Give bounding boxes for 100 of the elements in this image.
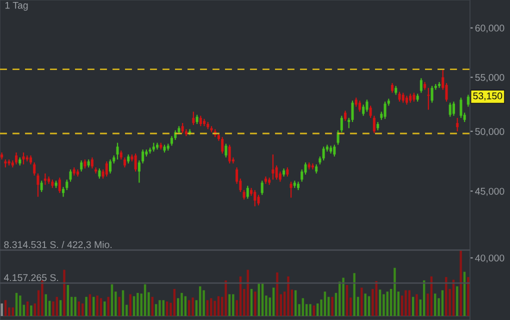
- candlestick: [300, 168, 304, 182]
- candlestick: [260, 180, 264, 196]
- bar: [254, 292, 256, 316]
- candlestick: [84, 158, 86, 170]
- bar: [158, 300, 161, 316]
- bar: [232, 294, 234, 316]
- bar: [30, 305, 32, 316]
- candlestick: [278, 170, 282, 182]
- candlestick: [254, 190, 256, 207]
- candlestick: [452, 101, 455, 116]
- bar: [15, 292, 18, 316]
- candlestick: [398, 91, 401, 102]
- candlestick: [354, 97, 358, 108]
- candlestick: [246, 185, 249, 200]
- candlestick: [358, 100, 361, 112]
- candlestick: [333, 144, 336, 158]
- y-tick-label: 55,000: [475, 74, 504, 82]
- ref-line-label: 4.157.265 S.: [4, 274, 58, 282]
- bar: [294, 290, 297, 316]
- bar: [162, 300, 164, 316]
- candlestick: [199, 115, 202, 127]
- bar: [96, 296, 98, 316]
- y-tick-label: 60,000: [475, 24, 504, 33]
- bar: [100, 298, 102, 316]
- bar: [378, 290, 382, 316]
- bar: [368, 296, 370, 316]
- bar: [188, 300, 190, 316]
- candlestick: [138, 160, 140, 184]
- bar: [210, 298, 212, 316]
- candlestick: [402, 92, 404, 104]
- bar: [434, 294, 436, 316]
- bar: [250, 288, 253, 316]
- candlestick: [221, 136, 224, 154]
- candlestick: [58, 177, 61, 194]
- bar: [92, 296, 95, 316]
- candlestick: [369, 105, 372, 118]
- bar: [386, 292, 388, 316]
- bar: [151, 296, 154, 316]
- bar: [44, 294, 47, 316]
- bar: [107, 296, 110, 316]
- candlestick: [98, 168, 101, 180]
- bar: [324, 292, 326, 316]
- bar: [136, 292, 139, 316]
- bar: [261, 284, 264, 316]
- bar: [88, 294, 92, 316]
- bar: [228, 294, 231, 316]
- bar: [364, 294, 366, 316]
- y-tick-label: 50,000: [475, 128, 504, 136]
- candlestick: [372, 115, 376, 134]
- candlestick: [40, 180, 43, 193]
- candlestick: [340, 115, 343, 133]
- bar: [82, 303, 84, 316]
- candlestick: [192, 111, 195, 126]
- bar: [331, 296, 334, 316]
- candlestick: [134, 152, 137, 172]
- bar: [166, 301, 168, 316]
- bar: [416, 294, 418, 316]
- candlestick: [290, 181, 292, 198]
- bar: [180, 292, 183, 316]
- ref-line-label: 8.314.531 S. / 422,3 Mio.: [4, 240, 112, 250]
- candlestick: [315, 164, 318, 174]
- bar: [272, 288, 275, 316]
- y-tick-label: 40,000: [475, 254, 504, 263]
- bar: [199, 286, 202, 316]
- candlestick: [109, 158, 112, 174]
- bar: [74, 296, 76, 316]
- bar: [353, 273, 356, 316]
- bar: [276, 272, 278, 316]
- candlestick: [366, 99, 368, 112]
- bar: [192, 298, 194, 316]
- bar: [132, 296, 136, 316]
- candlestick: [181, 122, 184, 134]
- bar: [154, 304, 158, 316]
- candlestick: [391, 82, 394, 94]
- bar: [56, 296, 58, 316]
- candlestick: [142, 148, 144, 164]
- bar: [316, 303, 319, 316]
- bar: [412, 296, 414, 316]
- text: 53,150: [473, 92, 502, 100]
- candlestick: [224, 143, 228, 158]
- bar: [206, 300, 209, 316]
- candlestick: [384, 101, 386, 120]
- candlestick: [33, 162, 36, 176]
- bar: [118, 296, 120, 316]
- bar: [342, 278, 344, 316]
- bar: [404, 290, 407, 316]
- bar: [4, 300, 7, 316]
- bar: [394, 268, 396, 316]
- candlestick: [466, 94, 470, 108]
- candlestick: [344, 110, 347, 122]
- candlestick: [36, 172, 40, 198]
- candlestick: [438, 81, 441, 88]
- candlestick: [275, 164, 278, 180]
- bar: [78, 301, 80, 316]
- bar: [173, 288, 176, 316]
- candlestick: [430, 85, 434, 104]
- bar: [63, 270, 66, 316]
- bar: [129, 294, 132, 316]
- bar: [202, 290, 205, 316]
- candlestick: [123, 156, 126, 168]
